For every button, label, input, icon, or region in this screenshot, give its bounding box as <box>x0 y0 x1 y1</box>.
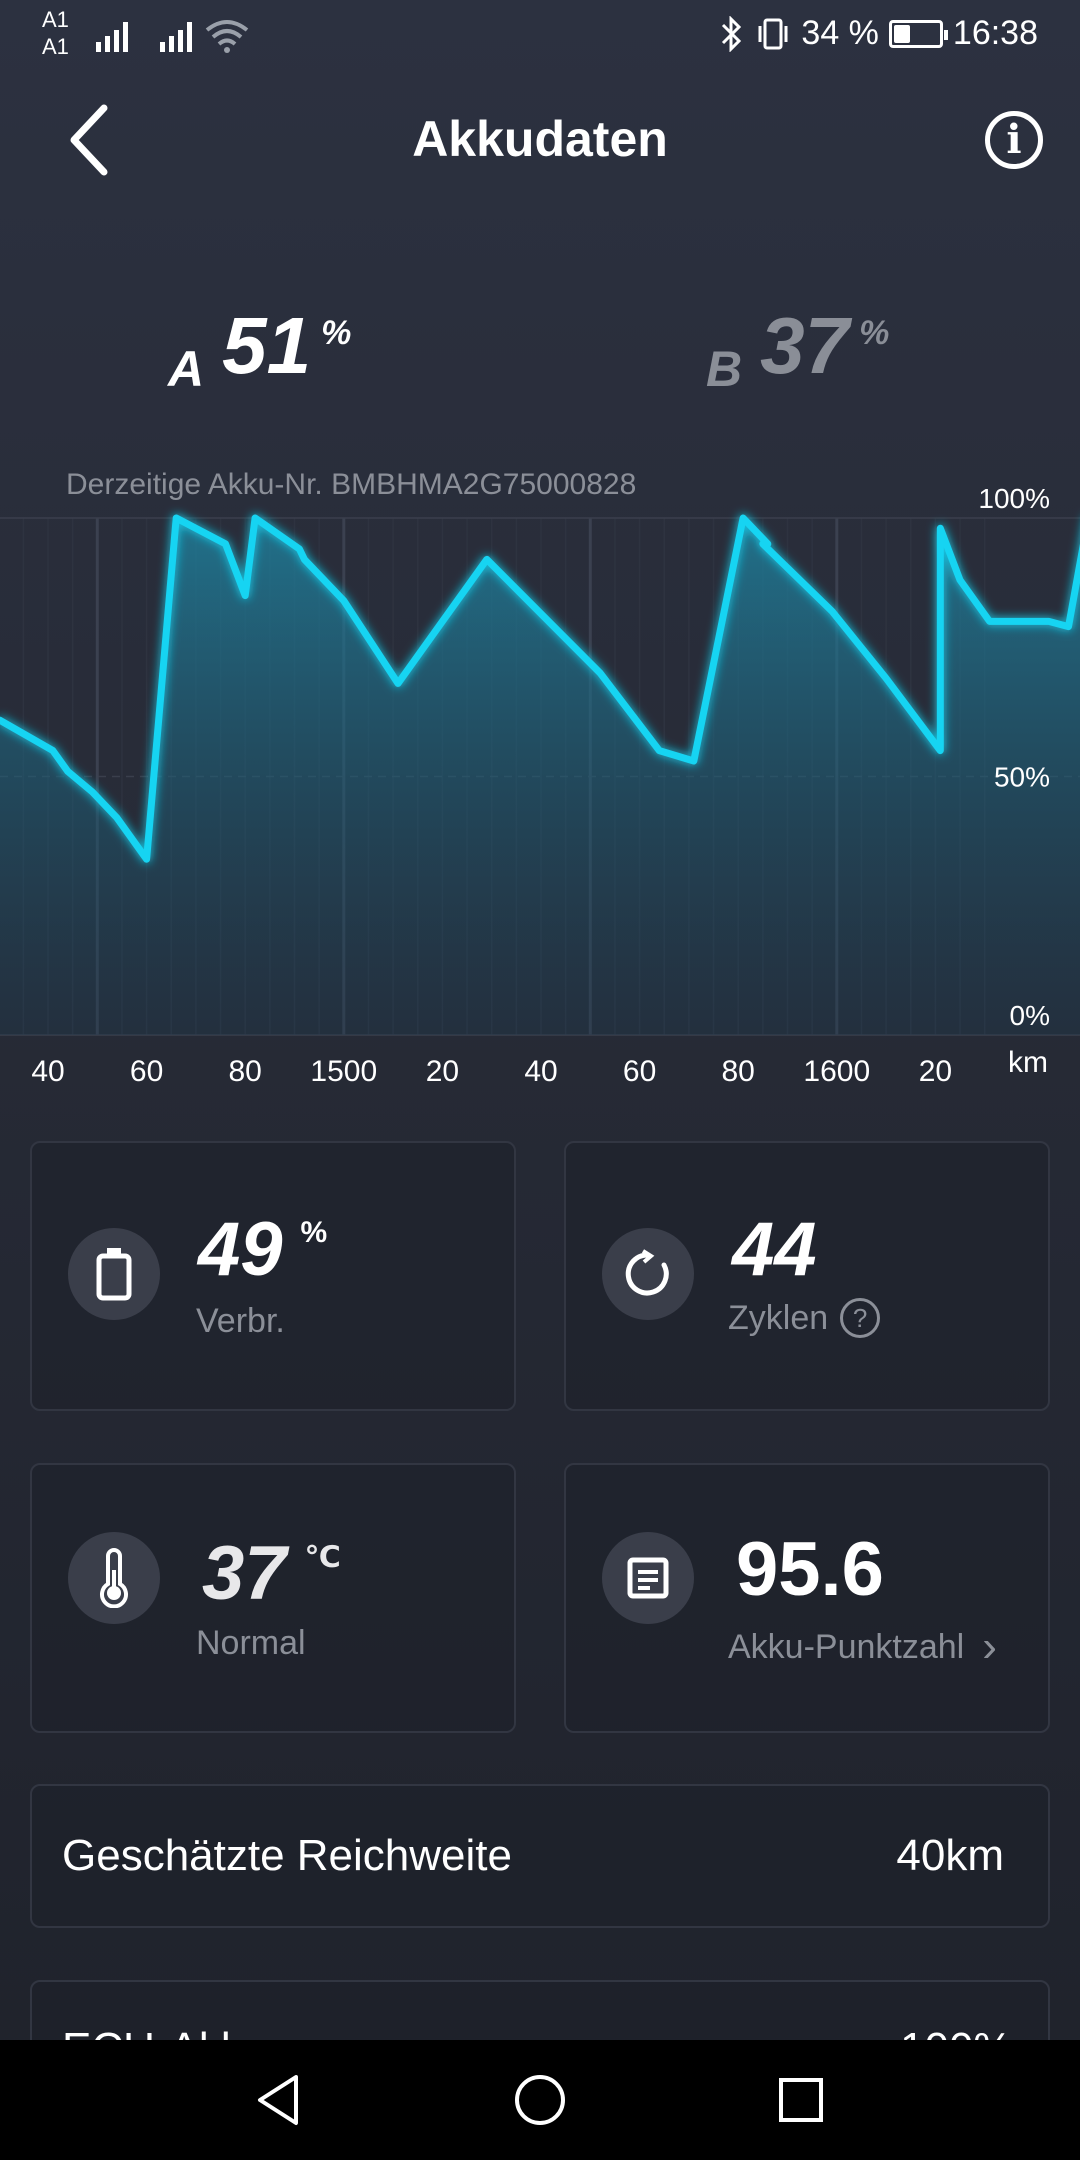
battery-icon <box>68 1228 160 1320</box>
x-tick-label: 20 <box>918 1055 953 1088</box>
consumption-label-text: Verbr. <box>196 1302 285 1340</box>
home-circle-icon[interactable] <box>513 2073 567 2127</box>
x-tick-label: 1600 <box>803 1055 871 1088</box>
range-label: Geschätzte Reichweite <box>62 1831 512 1880</box>
thermometer-icon <box>68 1532 160 1624</box>
score-value: 95.6 <box>736 1526 884 1613</box>
battery-b-unit: % <box>859 314 890 352</box>
y-tick-label: 0% <box>1010 1000 1050 1031</box>
cycles-value: 44 <box>732 1206 817 1293</box>
navigation-bar <box>0 2040 1080 2160</box>
temperature-value: 37 ℃ <box>202 1530 341 1617</box>
cycles-number: 44 <box>732 1207 817 1292</box>
battery-a-value[interactable]: A 51 % <box>168 300 351 398</box>
x-tick-label: 1500 <box>310 1055 378 1088</box>
signal-icon <box>96 20 128 52</box>
temperature-label: Normal <box>196 1624 306 1663</box>
chart-area <box>0 518 1080 1035</box>
chart-series-line <box>0 514 1080 863</box>
consumption-label: Verbr. <box>196 1302 285 1341</box>
info-icon[interactable]: i <box>985 111 1043 169</box>
y-tick-label: 100% <box>978 483 1050 514</box>
x-tick-label: 40 <box>524 1055 558 1088</box>
battery-a-percent: 51 <box>222 301 312 390</box>
carrier-2: A1 <box>42 34 69 59</box>
x-axis-unit: km <box>1008 1046 1048 1079</box>
temperature-number: 37 <box>202 1531 287 1616</box>
current-battery-number: Derzeitige Akku-Nr. BMBHMA2G75000828 <box>66 468 637 501</box>
consumption-unit: % <box>300 1216 328 1249</box>
chevron-left-icon[interactable] <box>64 100 124 180</box>
temperature-label-text: Normal <box>196 1624 306 1662</box>
y-tick-label: 50% <box>994 762 1050 793</box>
wifi-icon <box>205 20 249 53</box>
x-tick-label: 80 <box>721 1055 755 1088</box>
x-tick-label: 60 <box>622 1055 657 1088</box>
battery-b-percent: 37 <box>760 301 850 390</box>
battery-percent-text: 34 % <box>801 14 879 52</box>
cycles-label: Zyklen ? <box>728 1298 881 1338</box>
range-row: Geschätzte Reichweite 40km <box>30 1784 1050 1928</box>
bluetooth-icon <box>722 15 742 52</box>
status-right: 34 % 16:38 <box>719 14 1038 53</box>
status-time: 16:38 <box>952 14 1038 52</box>
score-number: 95.6 <box>736 1527 884 1612</box>
battery-b-value[interactable]: B 37 % <box>706 300 889 398</box>
document-icon <box>602 1532 694 1624</box>
carrier-labels: A1 A1 <box>42 6 69 60</box>
x-tick-label: 80 <box>228 1055 262 1088</box>
score-label[interactable]: Akku-Punktzahl › <box>728 1622 997 1672</box>
battery-icon <box>888 19 948 48</box>
consumption-value: 49 % <box>198 1206 327 1293</box>
back-triangle-icon[interactable] <box>254 2073 304 2127</box>
recents-square-icon[interactable] <box>776 2075 826 2125</box>
vibrate-icon <box>758 18 788 49</box>
battery-chart[interactable]: 100% 50% 0% <box>0 470 1080 1090</box>
signal-icon <box>160 20 192 52</box>
consumption-number: 49 <box>198 1207 283 1292</box>
range-value: 40km <box>896 1831 1004 1880</box>
carrier-1: A1 <box>42 7 69 32</box>
x-tick-label: 20 <box>425 1055 460 1088</box>
status-bar: A1 A1 34 % 16:38 <box>0 0 1080 70</box>
battery-a-unit: % <box>321 314 352 352</box>
help-icon[interactable]: ? <box>840 1298 881 1338</box>
temperature-unit: ℃ <box>304 1541 341 1574</box>
battery-b-letter: B <box>706 341 743 397</box>
score-label-text: Akku-Punktzahl <box>728 1627 965 1666</box>
battery-a-letter: A <box>168 341 205 397</box>
chevron-right-icon: › <box>982 1622 997 1671</box>
cycles-label-text: Zyklen <box>728 1298 829 1337</box>
x-tick-label: 40 <box>31 1055 65 1088</box>
x-tick-label: 60 <box>129 1055 164 1088</box>
refresh-icon <box>602 1228 694 1320</box>
page-title: Akkudaten <box>412 111 668 167</box>
